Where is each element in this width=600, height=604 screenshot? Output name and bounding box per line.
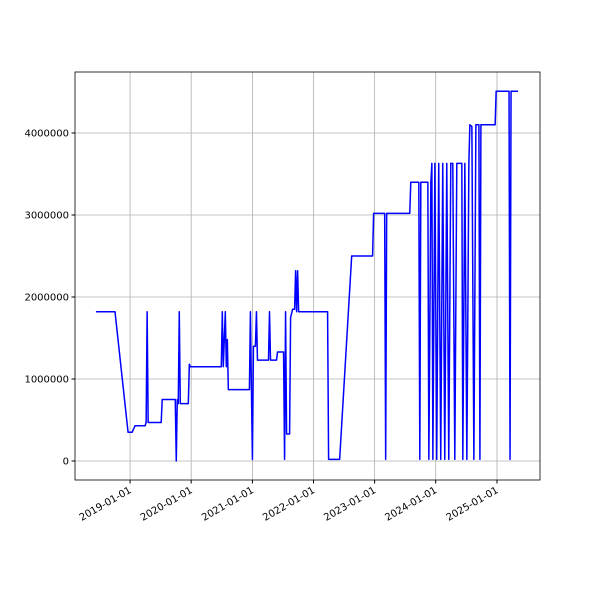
y-tick-label: 4000000	[24, 129, 69, 140]
x-tick-label: 2022-01-01	[261, 485, 317, 524]
x-tick-label: 2020-01-01	[139, 485, 195, 524]
x-tick-label: 2019-01-01	[78, 485, 134, 524]
x-tick-label: 2023-01-01	[322, 485, 378, 524]
y-tick-label: 2000000	[24, 293, 69, 304]
y-tick-label: 0	[63, 457, 69, 468]
y-tick-label: 3000000	[24, 211, 69, 222]
y-tick-label: 1000000	[24, 375, 69, 386]
x-tick-label: 2024-01-01	[383, 485, 439, 524]
data-line	[95, 90, 519, 462]
x-tick-label: 2021-01-01	[200, 485, 256, 524]
plot-frame	[74, 71, 541, 481]
x-tick-label: 2025-01-01	[445, 485, 501, 524]
